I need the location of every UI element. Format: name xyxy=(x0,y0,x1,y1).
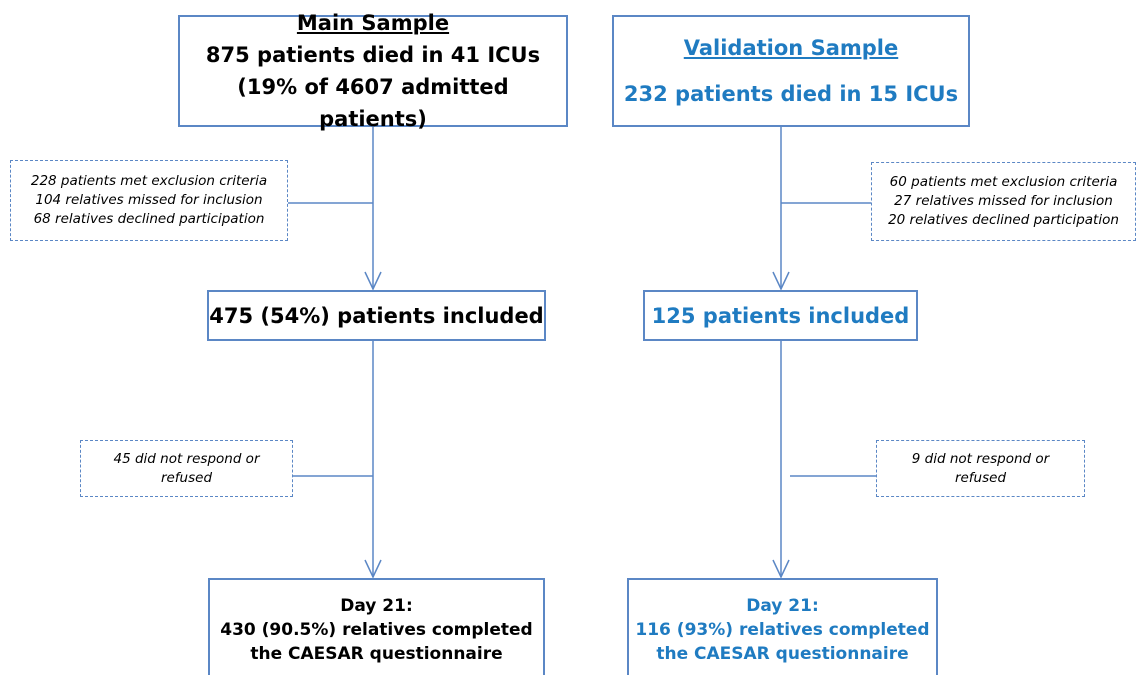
validation-header-box: Validation Sample 232 patients died in 1… xyxy=(612,15,970,127)
validation-included: 125 patients included xyxy=(643,290,918,341)
line: 68 relatives declined participation xyxy=(33,211,265,227)
arrowhead xyxy=(364,271,382,291)
line: refused xyxy=(160,469,213,486)
line: 430 (90.5%) relatives completed xyxy=(220,620,533,640)
line: 20 relatives declined participation xyxy=(888,212,1119,228)
line: the CAESAR questionnaire xyxy=(250,644,503,664)
validation-final: Day 21: 116 (93%) relatives completed th… xyxy=(627,578,938,675)
line: 228 patients met exclusion criteria xyxy=(30,173,268,189)
arrowhead xyxy=(364,559,382,579)
validation-exclusions: 60 patients met exclusion criteria 27 re… xyxy=(871,162,1136,241)
line: (19% of 4607 admitted patients) xyxy=(237,75,509,131)
line: 232 patients died in 15 ICUs xyxy=(623,82,959,106)
line: refused xyxy=(954,469,1007,486)
title: Validation Sample xyxy=(683,36,899,60)
text: 475 (54%) patients included xyxy=(209,303,544,328)
line: 45 did not respond or xyxy=(113,450,260,467)
text: 125 patients included xyxy=(651,303,910,328)
arrowhead xyxy=(772,559,790,579)
main-exclusions: 228 patients met exclusion criteria 104 … xyxy=(10,160,288,241)
line: the CAESAR questionnaire xyxy=(656,644,909,664)
arrowhead xyxy=(772,271,790,291)
line: 60 patients met exclusion criteria xyxy=(889,174,1118,190)
line: 9 did not respond or xyxy=(911,450,1050,467)
title: Main Sample xyxy=(296,11,450,35)
line: 104 relatives missed for inclusion xyxy=(35,192,263,208)
line: 875 patients died in 41 ICUs xyxy=(205,43,541,67)
line: 116 (93%) relatives completed xyxy=(635,620,930,640)
main-nonresponse: 45 did not respond or refused xyxy=(80,440,293,497)
line: 27 relatives missed for inclusion xyxy=(894,193,1113,209)
main-final: Day 21: 430 (90.5%) relatives completed … xyxy=(208,578,545,675)
line: Day 21: xyxy=(340,596,413,616)
line: Day 21: xyxy=(746,596,819,616)
main-header-box: Main Sample 875 patients died in 41 ICUs… xyxy=(178,11,568,131)
validation-nonresponse: 9 did not respond or refused xyxy=(876,440,1085,497)
main-included: 475 (54%) patients included xyxy=(207,290,546,341)
